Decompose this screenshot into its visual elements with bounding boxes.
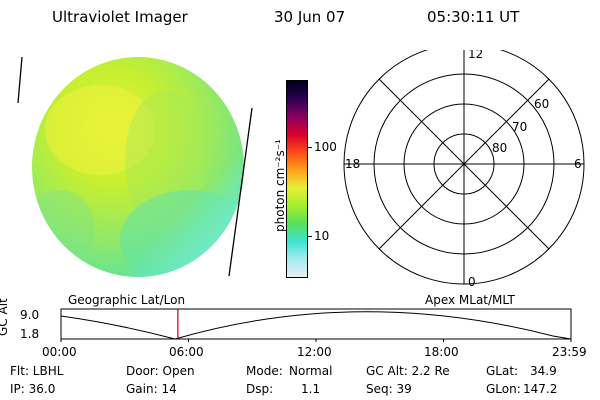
polar-ring-label-70: 70	[512, 120, 527, 134]
colorbar-tick-10: 10	[314, 229, 330, 243]
dsp-label: Dsp:	[246, 382, 274, 396]
ip-info: IP: 36.0	[10, 382, 56, 396]
strip-right-caption: Apex MLat/MLT	[425, 293, 515, 307]
strip-ymin-label: 1.8	[20, 327, 40, 341]
polar-diagonal-2	[378, 78, 550, 250]
polar-label-right: 6	[574, 157, 582, 171]
earth-uv-image	[17, 56, 253, 277]
strip-ymax-label: 9.0	[20, 308, 40, 322]
polar-mlt-plot: 12 18 6 0 60 70 80	[343, 50, 585, 288]
glon-value: 147.2	[523, 382, 558, 396]
dsp-value: 1.1	[301, 382, 321, 396]
glon-label: GLon:	[486, 382, 521, 396]
gc-alt-info: GC Alt: 2.2 Re	[366, 364, 450, 378]
polar-label-left: 18	[345, 157, 360, 171]
filter-info: Flt: LBHL	[10, 364, 64, 378]
polar-ring-label-60: 60	[534, 97, 549, 111]
time-tick-0600: 06:00	[169, 345, 204, 359]
time-tick-2359: 23:59	[552, 345, 587, 359]
polar-label-bottom: 0	[468, 275, 476, 288]
door-info: Door: Open	[126, 364, 195, 378]
mode-value: Normal	[289, 364, 333, 378]
glat-value: 34.9	[530, 364, 557, 378]
strip-left-caption: Geographic Lat/Lon	[68, 293, 186, 307]
altitude-curve	[60, 311, 572, 340]
app-title: Ultraviolet Imager	[52, 8, 188, 26]
colorbar-axis-label: photon cm⁻²s⁻¹	[273, 139, 287, 232]
limb-marker-left	[17, 56, 23, 104]
time-tick-1800: 18:00	[424, 345, 459, 359]
polar-label-top: 12	[468, 50, 483, 61]
tick-100-mark	[308, 147, 312, 148]
time-tick-1200: 12:00	[297, 345, 332, 359]
polar-ring-label-80: 80	[492, 141, 507, 155]
glat-label: GLat:	[486, 364, 519, 378]
seq-info: Seq: 39	[366, 382, 412, 396]
color-scale-bar	[286, 80, 308, 278]
colorbar-tick-100: 100	[314, 140, 337, 154]
time-label: 05:30:11 UT	[427, 8, 520, 26]
altitude-strip-plot	[60, 308, 572, 342]
strip-ylabel: GC Alt	[0, 298, 10, 336]
date-label: 30 Jun 07	[274, 8, 346, 26]
time-tick-0000: 00:00	[42, 345, 77, 359]
gain-info: Gain: 14	[126, 382, 177, 396]
mode-label: Mode:	[246, 364, 283, 378]
limb-marker-right	[228, 107, 253, 277]
earth-texture	[32, 57, 244, 277]
tick-10-mark	[308, 236, 312, 237]
